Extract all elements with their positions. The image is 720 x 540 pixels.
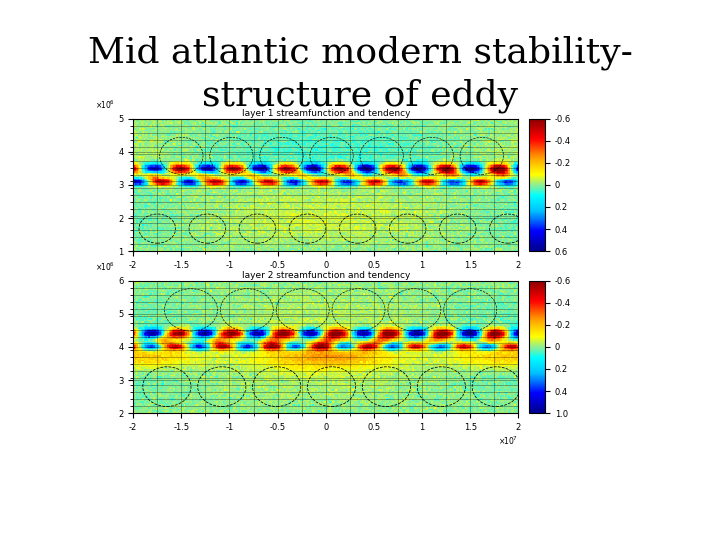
Text: Mid atlantic modern stability-: Mid atlantic modern stability- — [88, 35, 632, 70]
Text: $\times\!10^7$: $\times\!10^7$ — [498, 434, 518, 447]
Text: $\times\!10^6$: $\times\!10^6$ — [94, 98, 114, 111]
Text: structure of eddy: structure of eddy — [202, 78, 518, 113]
Title: layer 2 streamfunction and tendency: layer 2 streamfunction and tendency — [242, 271, 410, 280]
Title: layer 1 streamfunction and tendency: layer 1 streamfunction and tendency — [241, 109, 410, 118]
Text: $\times\!10^6$: $\times\!10^6$ — [94, 260, 114, 273]
